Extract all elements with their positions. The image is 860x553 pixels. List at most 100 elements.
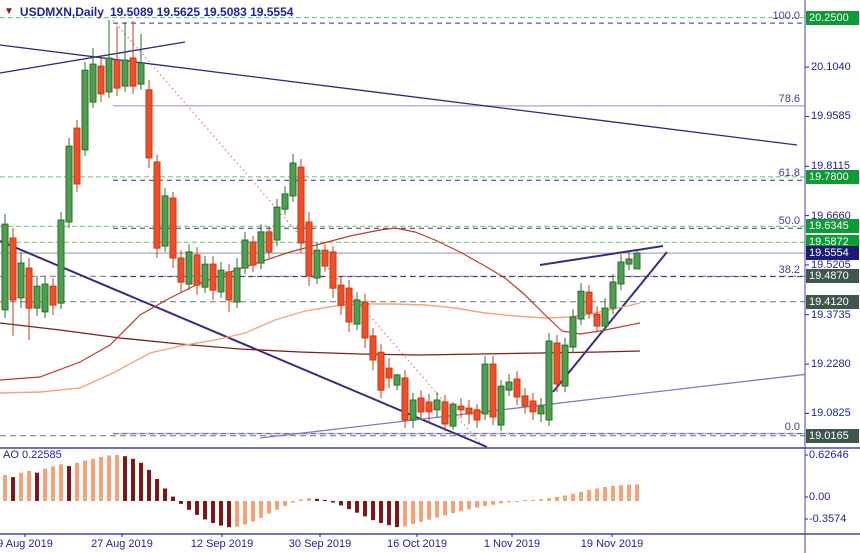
- price-tick-label: 19.0825: [811, 407, 851, 420]
- price-badge: 19.6345: [806, 219, 859, 234]
- ao-bar: [603, 487, 607, 501]
- ao-indicator-label: AO 0.22585: [3, 449, 62, 461]
- ao-bar: [59, 464, 63, 501]
- candle-body: [153, 161, 161, 249]
- candle-body: [273, 206, 281, 241]
- ao-bar: [411, 501, 415, 525]
- symbol-dropdown-icon[interactable]: ▼: [4, 6, 14, 17]
- candle-body: [73, 127, 81, 185]
- ao-name: AO: [3, 449, 19, 461]
- ao-bar: [611, 486, 615, 501]
- candle-body: [209, 263, 217, 291]
- candle-body: [433, 399, 441, 411]
- ao-bar: [435, 501, 439, 518]
- candle-body: [105, 57, 113, 93]
- ao-bar: [587, 490, 591, 501]
- candle-body: [113, 59, 121, 89]
- ao-bar: [531, 499, 535, 501]
- candle-body: [481, 363, 489, 415]
- ao-bar: [315, 498, 319, 501]
- candle-body: [241, 239, 249, 269]
- date-label: 16 Oct 2019: [387, 538, 447, 550]
- candle-body: [609, 281, 617, 309]
- candle-body: [305, 221, 313, 277]
- ao-bar: [339, 501, 343, 506]
- price-badge: 19.7800: [806, 169, 859, 184]
- candle-body: [577, 290, 585, 320]
- ao-bar: [619, 485, 623, 501]
- candle-body: [129, 57, 137, 87]
- ao-bar: [299, 499, 303, 501]
- price-tick-label: 19.2280: [811, 358, 851, 371]
- ao-bar: [147, 469, 151, 501]
- ao-bar: [523, 500, 527, 501]
- candle-body: [377, 351, 385, 391]
- candle-body: [465, 407, 473, 415]
- ao-bar: [19, 472, 23, 501]
- candle-body: [49, 285, 57, 306]
- ao-bar: [131, 458, 135, 501]
- ao-bar: [515, 501, 519, 502]
- candle-body: [57, 219, 65, 304]
- price-badge: 19.5554: [806, 246, 859, 261]
- candle-body: [25, 267, 33, 309]
- ao-bar: [491, 501, 495, 505]
- fib-level-label: 38.2: [778, 263, 800, 276]
- ao-bar: [363, 501, 367, 517]
- ao-bar: [163, 488, 167, 501]
- candles: [1, 20, 641, 432]
- candle-body: [185, 251, 193, 285]
- ao-bar: [219, 501, 223, 526]
- ao-bar: [171, 496, 175, 501]
- candle-body: [65, 145, 73, 223]
- ao-bar: [347, 501, 351, 510]
- candle-body: [193, 254, 201, 286]
- axis-tick-marks: [24, 66, 809, 537]
- ao-bar: [475, 501, 479, 508]
- candle-body: [561, 344, 569, 387]
- candle-body: [457, 405, 465, 411]
- ao-bar: [139, 462, 143, 501]
- ao-bar: [267, 501, 271, 514]
- candle-body: [169, 197, 177, 259]
- candle-body: [33, 285, 41, 309]
- ma-fast-red: [0, 227, 641, 381]
- ao-bar: [555, 497, 559, 501]
- ao-bar: [91, 458, 95, 501]
- candle-body: [601, 307, 609, 327]
- date-label: 19 Nov 2019: [580, 538, 644, 550]
- candle-body: [633, 252, 641, 270]
- ao-scale-label: 0.00: [809, 491, 831, 503]
- ao-bar: [539, 499, 543, 501]
- ao-bar: [259, 501, 263, 518]
- price-badge: 19.4120: [806, 294, 859, 309]
- candle-body: [97, 65, 105, 95]
- ao-bar: [243, 501, 247, 525]
- candle-body: [257, 231, 265, 264]
- candle-body: [513, 378, 521, 398]
- candle-body: [369, 335, 377, 361]
- ao-bar: [99, 457, 103, 501]
- ao-scale-label: -0.3574: [809, 513, 847, 525]
- price-badge: 19.0165: [806, 428, 859, 443]
- date-label: 9 Aug 2019: [0, 538, 53, 550]
- ao-bar: [635, 484, 639, 501]
- ao-bar: [11, 477, 15, 501]
- price-tick-label: 19.5205: [811, 258, 851, 271]
- ao-bar: [307, 498, 311, 501]
- candle-body: [553, 342, 561, 385]
- ao-bar: [451, 501, 455, 514]
- ao-bar: [459, 501, 463, 512]
- candle-body: [145, 89, 153, 159]
- candle-body: [217, 269, 225, 293]
- ao-bar: [67, 466, 71, 501]
- fib-level-label: 100.0: [772, 10, 800, 23]
- chart-title: ▼ USDMXN,Daily 19.5089 19.5625 19.5083 1…: [4, 5, 293, 19]
- ao-bar: [75, 462, 79, 501]
- candle-body: [425, 401, 433, 413]
- ao-bar: [379, 501, 383, 523]
- price-badge: 20.2500: [806, 10, 859, 25]
- ao-bar: [275, 501, 279, 510]
